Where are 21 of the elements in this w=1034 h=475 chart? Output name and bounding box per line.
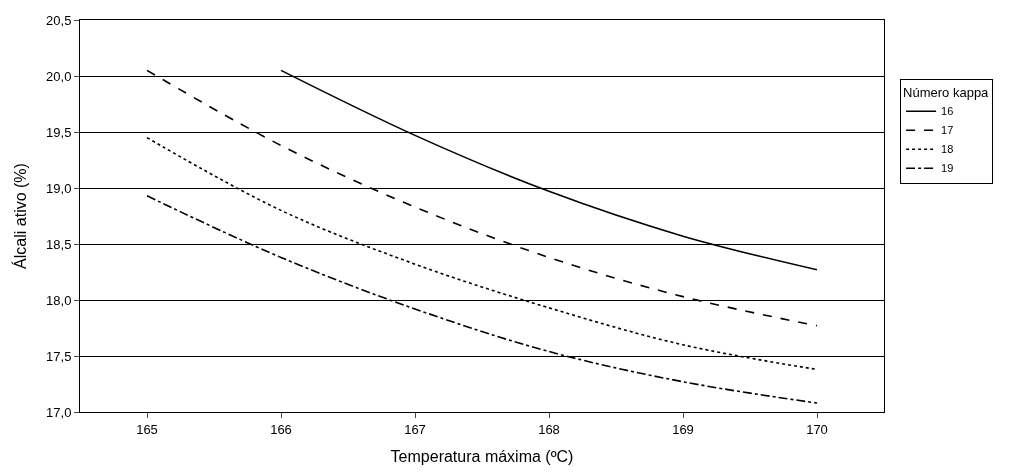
y-tick-label: 20,0 — [46, 68, 72, 84]
legend-label: 18 — [941, 143, 954, 156]
y-tick-label: 20,5 — [46, 12, 72, 28]
y-axis-title: Álcali ativo (%) — [10, 163, 29, 269]
x-tick-label: 165 — [136, 421, 158, 437]
legend-label: 17 — [941, 124, 954, 137]
x-tick-label: 169 — [672, 421, 694, 437]
x-tick-label: 167 — [404, 421, 426, 437]
x-axis-title: Temperatura máxima (ºC) — [390, 448, 574, 466]
y-tick-label: 17,5 — [46, 348, 72, 364]
y-tick-label: 18,5 — [46, 236, 72, 252]
x-tick-label: 166 — [270, 421, 292, 437]
legend-label: 19 — [941, 162, 954, 175]
legend-label: 16 — [941, 105, 954, 118]
x-tick-label: 170 — [806, 421, 828, 437]
y-tick-label: 19,0 — [46, 180, 72, 196]
x-tick-label: 168 — [538, 421, 560, 437]
y-tick-label: 18,0 — [46, 292, 72, 308]
y-tick-label: 17,0 — [46, 404, 72, 420]
y-tick-label: 19,5 — [46, 124, 72, 140]
legend-title: Número kappa — [903, 84, 990, 100]
